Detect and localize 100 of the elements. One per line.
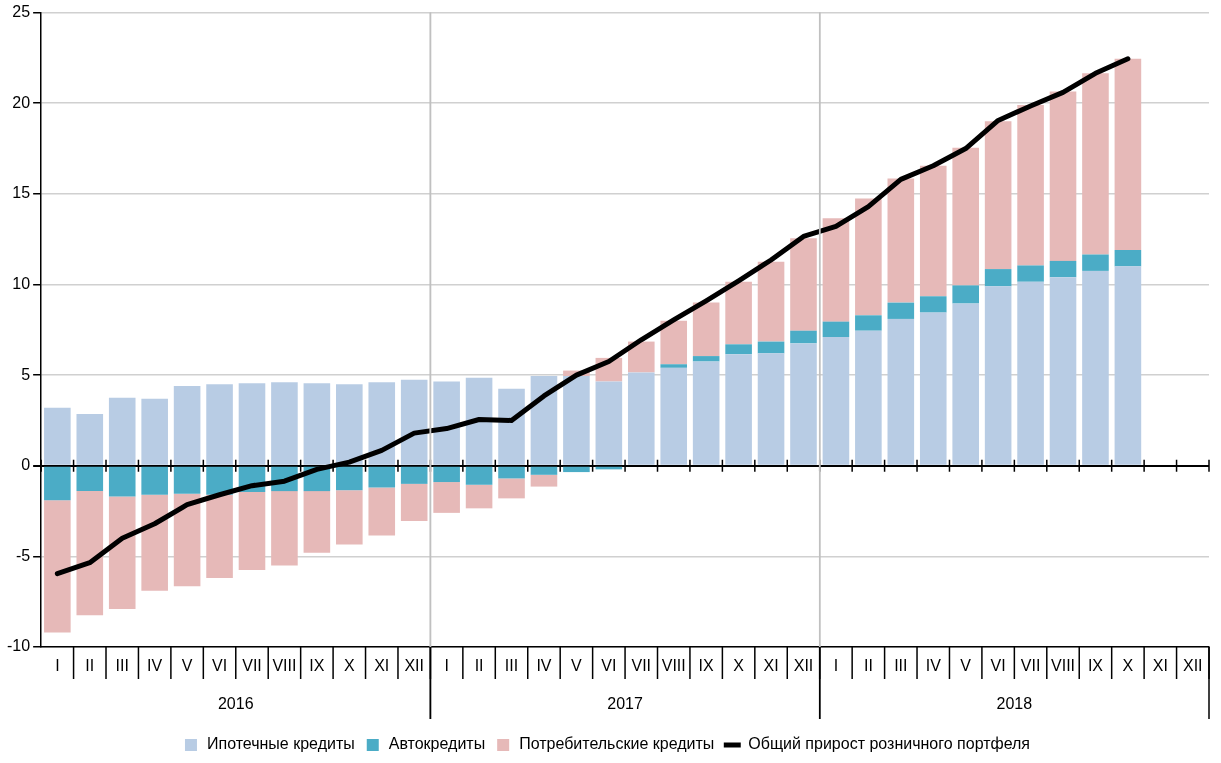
- x-tick-label: XII: [404, 657, 424, 675]
- bar: [1049, 91, 1077, 261]
- bar: [790, 343, 817, 465]
- bar: [238, 492, 266, 570]
- bar: [790, 330, 817, 344]
- bar: [76, 491, 104, 616]
- bar: [984, 269, 1012, 287]
- x-tick-label: IX: [698, 657, 715, 675]
- bar: [141, 466, 168, 495]
- bar: [984, 121, 1012, 270]
- bar: [1017, 265, 1044, 282]
- bar: [855, 198, 882, 316]
- bar: [563, 466, 590, 473]
- bar: [76, 414, 104, 465]
- bar: [855, 330, 882, 465]
- x-tick-label: X: [1122, 657, 1134, 675]
- x-tick-label: VIII: [661, 657, 686, 675]
- bar: [660, 367, 688, 465]
- y-tick-label: 20: [12, 93, 31, 111]
- x-tick-label: III: [894, 657, 908, 675]
- bar: [173, 466, 201, 494]
- x-tick-label: IX: [1087, 657, 1104, 675]
- bar: [660, 320, 688, 365]
- x-tick-label: IX: [309, 657, 325, 675]
- bar: [400, 466, 428, 484]
- x-tick-label: I: [833, 657, 839, 675]
- bar: [952, 147, 979, 286]
- bar: [919, 296, 947, 313]
- bar: [336, 384, 363, 465]
- bar: [465, 377, 493, 465]
- bar: [465, 484, 493, 509]
- bar: [627, 341, 655, 373]
- bar: [1049, 277, 1077, 465]
- bar: [530, 376, 558, 465]
- bar: [692, 356, 720, 362]
- text: 2018: [996, 695, 1033, 713]
- x-tick-label: VII: [631, 657, 652, 675]
- bar: [692, 302, 720, 357]
- bar: [725, 354, 752, 465]
- bar: [368, 382, 396, 465]
- x-tick-label: X: [733, 657, 745, 675]
- bar: [887, 178, 915, 303]
- bar: [433, 381, 460, 465]
- x-tick-label: I: [55, 657, 60, 675]
- bar: [919, 165, 947, 297]
- x-tick-label: II: [85, 657, 95, 675]
- bar: [822, 321, 850, 338]
- y-tick-label: 15: [12, 184, 31, 202]
- bar: [1082, 270, 1109, 465]
- bar: [1114, 250, 1142, 267]
- bar: [206, 466, 233, 495]
- bar: [530, 474, 558, 487]
- y-tick-label: 0: [21, 456, 31, 474]
- y-tick-label: -10: [7, 637, 31, 655]
- bar: [108, 397, 136, 465]
- x-tick-label: II: [474, 657, 484, 675]
- bar: [530, 466, 558, 475]
- bar: [206, 494, 233, 579]
- x-tick-label: VIII: [272, 657, 297, 675]
- bar: [400, 379, 428, 465]
- x-tick-label: IV: [147, 657, 163, 675]
- x-tick-label: IV: [925, 657, 942, 675]
- bar: [757, 341, 785, 354]
- bar: [141, 398, 168, 465]
- bar: [1017, 281, 1044, 465]
- bar: [108, 466, 136, 497]
- bar: [465, 466, 493, 485]
- x-tick-label: XI: [374, 657, 390, 675]
- x-tick-label: II: [863, 657, 873, 675]
- bar: [725, 344, 752, 355]
- bar: [498, 388, 525, 465]
- x-tick-label: VII: [242, 657, 262, 675]
- legend-label: Потребительские кредиты: [519, 735, 715, 753]
- bar: [303, 383, 331, 465]
- bar: [336, 466, 363, 491]
- x-tick-label: III: [504, 657, 519, 675]
- bar: [271, 382, 298, 465]
- bar: [692, 361, 720, 465]
- bar: [1114, 58, 1142, 251]
- bar: [108, 496, 136, 609]
- bar: [303, 491, 331, 553]
- x-tick-label: I: [444, 657, 449, 675]
- y-tick-label: 25: [12, 3, 31, 21]
- bar: [822, 337, 850, 465]
- bar: [1114, 266, 1142, 465]
- legend-label: Общий прирост розничного портфеля: [748, 735, 1031, 753]
- bar: [822, 218, 850, 322]
- x-tick-label: VI: [211, 657, 228, 675]
- bar: [627, 372, 655, 465]
- bar: [400, 483, 428, 522]
- bar: [238, 383, 266, 465]
- bar: [563, 376, 590, 465]
- x-tick-label: VII: [1020, 657, 1041, 675]
- bar: [757, 261, 785, 342]
- bar: [1082, 73, 1109, 255]
- bar: [887, 318, 915, 465]
- y-tick-label: -5: [15, 546, 31, 564]
- x-tick-label: VI: [601, 657, 617, 675]
- bar: [336, 490, 363, 545]
- bar: [1049, 260, 1077, 278]
